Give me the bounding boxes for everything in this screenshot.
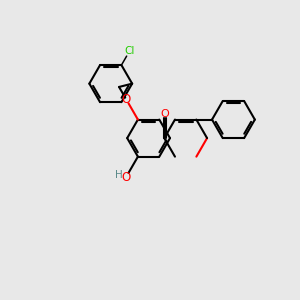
Text: O: O (122, 93, 131, 106)
Text: H: H (115, 170, 122, 180)
Text: Cl: Cl (124, 46, 135, 56)
Text: O: O (121, 171, 130, 184)
Text: O: O (160, 109, 169, 119)
